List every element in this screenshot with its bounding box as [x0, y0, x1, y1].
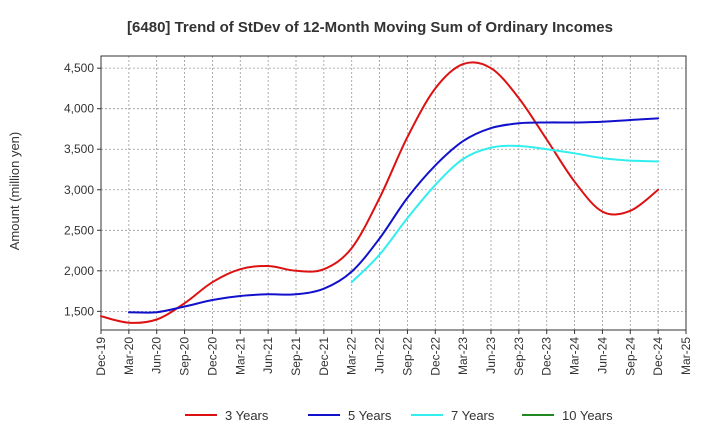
x-tick-label: Dec-21: [317, 337, 331, 376]
plot-frame: [100, 55, 687, 331]
y-tick-label: 3,500: [64, 142, 94, 156]
legend-label-5-years: 5 Years: [348, 408, 392, 423]
x-tick-label: Sep-24: [623, 337, 637, 376]
series-lines: [100, 61, 660, 324]
legend-label-7-years: 7 Years: [451, 408, 495, 423]
series-line-7-years: [350, 144, 660, 284]
x-tick-label: Dec-19: [94, 337, 108, 376]
y-tick-label: 2,000: [64, 264, 94, 278]
series-line-5-years: [127, 117, 660, 314]
x-tick-label: Mar-23: [456, 337, 470, 375]
x-tick-label: Dec-24: [651, 337, 665, 376]
x-tick-label: Sep-20: [178, 337, 192, 376]
x-tick-label: Jun-22: [373, 337, 387, 374]
x-tick-label: Mar-25: [679, 337, 693, 375]
x-tick-label: Mar-22: [345, 337, 359, 375]
x-tick-label: Sep-22: [400, 337, 414, 376]
series-line-3-years: [100, 61, 660, 324]
x-tick-label: Jun-24: [595, 337, 609, 374]
y-tick-label: 3,000: [64, 183, 94, 197]
x-tick-label: Jun-21: [261, 337, 275, 374]
x-axis: Dec-19 Mar-20 Jun-20 Sep-20 Dec-20 Mar-21 Jun-…: [94, 330, 693, 376]
grid: [101, 56, 686, 330]
y-tick-label: 1,500: [64, 304, 94, 318]
x-tick-label: Dec-23: [540, 337, 554, 376]
y-tick-label: 4,500: [64, 61, 94, 75]
x-tick-label: Mar-20: [122, 337, 136, 375]
x-tick-label: Mar-24: [568, 337, 582, 375]
y-tick-label: 2,500: [64, 223, 94, 237]
x-tick-label: Dec-22: [428, 337, 442, 376]
y-axis: 1,500 2,000 2,500 3,000 3,500 4,000 4,500: [64, 61, 101, 318]
legend-label-10-years: 10 Years: [562, 408, 613, 423]
legend-label-3-years: 3 Years: [225, 408, 269, 423]
x-tick-label: Sep-23: [512, 337, 526, 376]
x-tick-label: Sep-21: [289, 337, 303, 376]
x-tick-label: Jun-20: [150, 337, 164, 374]
x-tick-label: Mar-21: [233, 337, 247, 375]
y-tick-label: 4,000: [64, 102, 94, 116]
x-tick-label: Jun-23: [484, 337, 498, 374]
x-tick-label: Dec-20: [205, 337, 219, 376]
legend: 3 Years 5 Years 7 Years 10 Years: [185, 408, 613, 423]
y-axis-label: Amount (million yen): [7, 132, 22, 251]
chart-title: [6480] Trend of StDev of 12-Month Moving…: [127, 19, 613, 36]
